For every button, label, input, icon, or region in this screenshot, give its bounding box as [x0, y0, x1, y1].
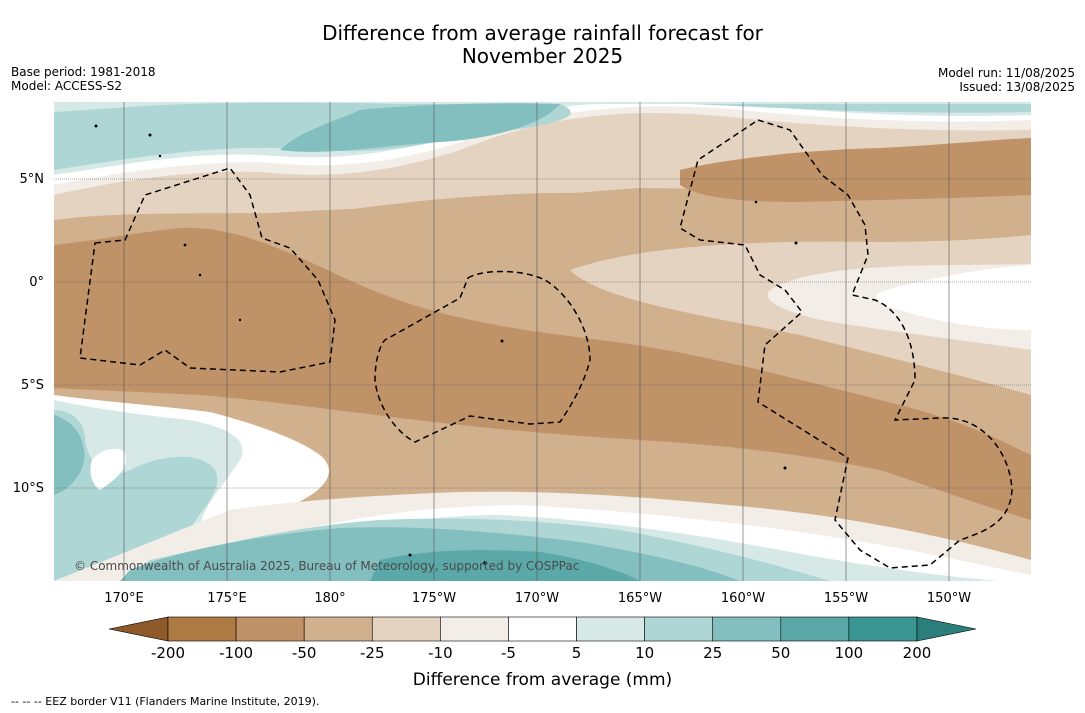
lat-label-10s: 10°S	[13, 481, 44, 496]
grid	[54, 178, 1031, 489]
colorbar-tick-label: -25	[360, 644, 385, 662]
colorbar-tick-label: -10	[428, 644, 453, 662]
island	[183, 243, 187, 247]
anomaly-field: © Commonwealth of Australia 2025, Bureau…	[54, 102, 1031, 581]
band-dark-tan-north	[680, 138, 1031, 202]
colorbar-tick-label: 5	[572, 644, 582, 662]
title-line-1: Difference from average rainfall forecas…	[322, 21, 763, 45]
colorbar-box	[848, 616, 918, 642]
colorbar-tick-label: 200	[903, 644, 932, 662]
eez-east	[679, 119, 1013, 569]
colorbar-tick-label: 10	[635, 644, 654, 662]
colorbar-box	[576, 616, 645, 642]
band-white-patch	[90, 448, 126, 490]
colorbar-box	[167, 616, 237, 642]
band-white-east	[876, 265, 1031, 330]
title-line-2: November 2025	[461, 44, 624, 68]
lon-label-155w: 155°W	[824, 591, 868, 606]
colorbar-box	[303, 616, 373, 642]
colorbar-tick-label: 50	[771, 644, 790, 662]
colorbar-tick-label: -50	[292, 644, 317, 662]
colorbar-box	[644, 616, 714, 642]
island	[148, 133, 152, 137]
band-green-3-sw	[54, 415, 85, 495]
colorbar-boxes	[167, 616, 918, 642]
island	[754, 200, 758, 204]
colorbar: -200 -100 -50 -25 -10 -5 5 10 25 50 100 200	[108, 616, 977, 662]
copyright-text: © Commonwealth of Australia 2025, Bureau…	[74, 559, 579, 573]
lon-label-165w: 165°W	[618, 591, 662, 606]
lon-label-150w: 150°W	[927, 591, 971, 606]
lon-label-170w: 170°W	[515, 591, 559, 606]
issued-date: Issued: 13/08/2025	[959, 80, 1075, 94]
island	[94, 124, 98, 128]
meta-left: Base period: 1981-2018 Model: ACCESS-S2	[11, 65, 156, 93]
eez-borders	[79, 119, 1013, 569]
colorbar-box	[508, 616, 577, 642]
islands	[94, 124, 798, 565]
lon-label-175w: 175°W	[412, 591, 456, 606]
map-title: Difference from average rainfall forecas…	[0, 22, 1085, 68]
lat-labels: 5°N 0° 5°S 10°S	[13, 172, 44, 496]
eez-central	[374, 270, 591, 443]
band-green-4-south	[370, 550, 640, 581]
eez-west	[79, 167, 336, 373]
island	[483, 561, 487, 565]
grid-longitudes	[123, 102, 950, 581]
lon-label-160w: 160°W	[721, 591, 765, 606]
band-green-3-north	[280, 103, 560, 152]
colorbar-extend-left	[108, 616, 169, 642]
island	[238, 318, 242, 322]
lat-label-5s: 5°S	[21, 378, 44, 393]
colorbar-box	[780, 616, 850, 642]
lat-label-0: 0°	[29, 275, 44, 290]
island	[408, 553, 412, 557]
island	[198, 273, 202, 277]
lat-label-5n: 5°N	[20, 172, 45, 187]
colorbar-tick-label: 100	[835, 644, 864, 662]
meta-right: Model run: 11/08/2025 Issued: 13/08/2025	[938, 66, 1075, 94]
base-period: Base period: 1981-2018	[11, 65, 156, 79]
island	[783, 466, 787, 470]
colorbar-label: Difference from average (mm)	[412, 670, 673, 690]
colorbar-extend-right	[916, 616, 977, 642]
colorbar-tick-label: -200	[151, 644, 185, 662]
colorbar-tick-label: 25	[703, 644, 722, 662]
island	[794, 241, 798, 245]
lon-label-180: 180°	[314, 591, 345, 606]
model-name: Model: ACCESS-S2	[11, 79, 123, 93]
colorbar-box	[440, 616, 509, 642]
island	[500, 339, 504, 343]
lon-labels: 170°E 175°E 180° 175°W 170°W 165°W 160°W…	[104, 591, 971, 606]
island	[158, 154, 162, 158]
colorbar-box	[712, 616, 782, 642]
colorbar-tick-label: -5	[501, 644, 516, 662]
band-dark-tan-core	[54, 300, 1031, 505]
model-run: Model run: 11/08/2025	[937, 66, 1075, 80]
colorbar-tick-label: -100	[219, 644, 253, 662]
lon-label-170e: 170°E	[104, 591, 144, 606]
band-green-ne	[690, 104, 1031, 113]
colorbar-ticks: -200 -100 -50 -25 -10 -5 5 10 25 50 100 200	[151, 644, 931, 662]
eez-footnote: -- -- -- EEZ border V11 (Flanders Marine…	[11, 695, 320, 708]
colorbar-box	[235, 616, 305, 642]
colorbar-box	[371, 616, 441, 642]
lon-label-175e: 175°E	[207, 591, 247, 606]
